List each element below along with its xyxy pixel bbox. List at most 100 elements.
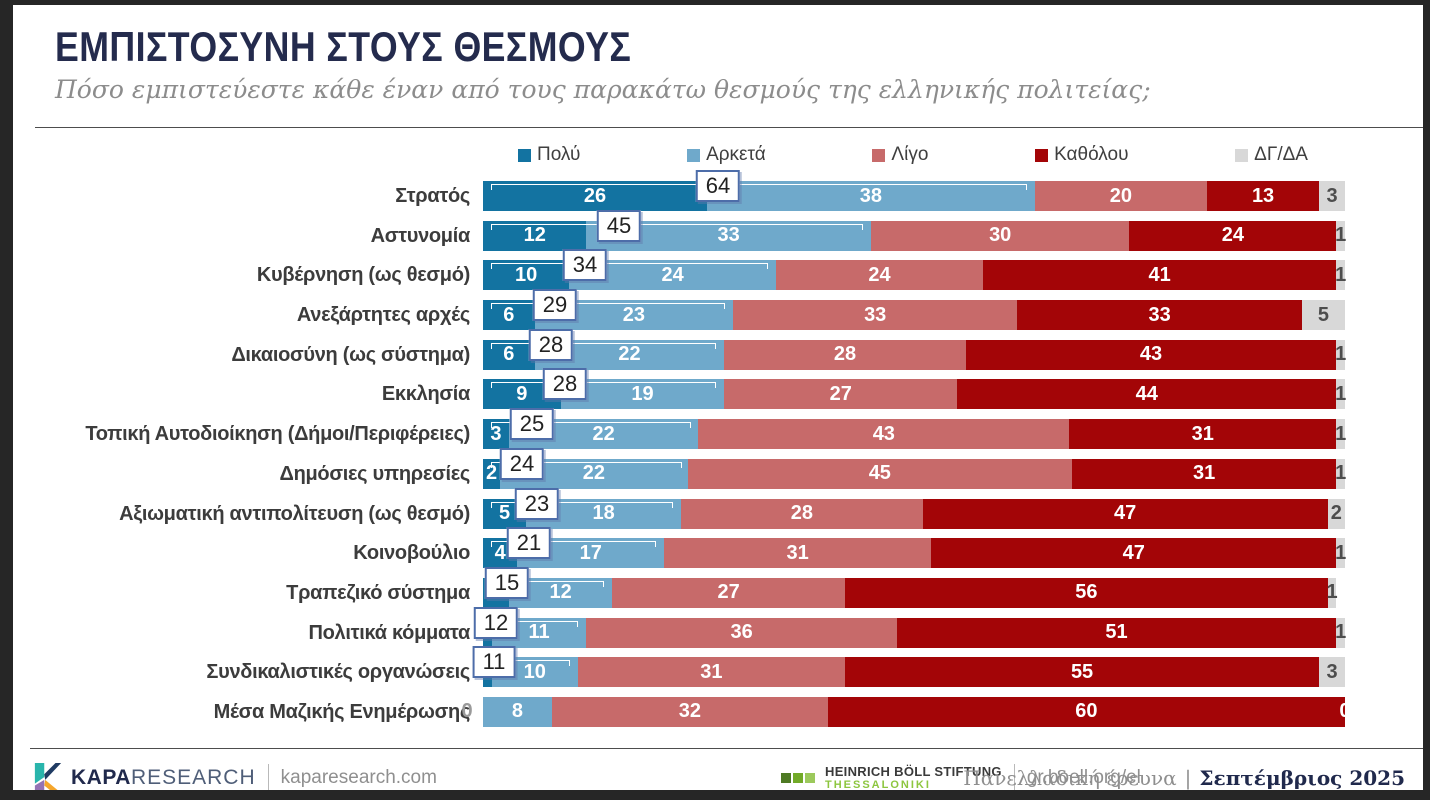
- sum-callout: 34: [562, 249, 608, 282]
- page-title: ΕΜΠΙΣΤΟΣΥΝΗ ΣΤΟΥΣ ΘΕΣΜΟΥΣ: [55, 23, 632, 70]
- legend-swatch-icon: [518, 148, 531, 162]
- segment-value: 17: [579, 541, 602, 564]
- survey-separator: |: [1184, 766, 1192, 790]
- segment-dk-na: 1: [1335, 339, 1346, 370]
- chart-row: Αστυνομία 12 33 30 24 1 45: [13, 209, 1347, 251]
- segment-not-at-all: 31: [1071, 458, 1337, 489]
- legend-label: Καθόλου: [1054, 144, 1129, 165]
- row-label: Αστυνομία: [370, 224, 471, 247]
- segment-value: 20: [1109, 184, 1132, 207]
- bar-group: 3122756115: [483, 566, 1345, 608]
- segment-dk-na: 5: [1301, 300, 1345, 331]
- segment-value: 24: [868, 263, 891, 286]
- segment-value: 2: [485, 462, 498, 485]
- segment-little: 24: [776, 260, 983, 291]
- segment-dk-na: 3: [1319, 181, 1345, 211]
- segment-not-at-all: 56: [845, 577, 1328, 608]
- segment-value: 43: [1139, 343, 1163, 366]
- row-label: Κυβέρνηση (ως θεσμό): [256, 264, 470, 287]
- chart-row: Ανεξάρτητες αρχές 6 23 33 33 5 29: [13, 289, 1345, 331]
- segment-value: 43: [872, 422, 895, 445]
- segment-dk-na: 1: [1335, 538, 1347, 569]
- segment-value: 26: [583, 184, 607, 207]
- segment-dk-na: 1: [1335, 617, 1346, 648]
- row-label: Αξιωματική αντιπολίτευση (ως θεσμό): [119, 502, 470, 525]
- segment-little: 43: [698, 419, 1070, 450]
- segment-value: 1: [1335, 224, 1347, 247]
- segment-value: 18: [592, 502, 615, 524]
- segment-not-at-all: 13: [1207, 181, 1320, 211]
- segment-very: 10: [483, 260, 570, 291]
- partner-city: THESSALONIKI: [825, 779, 931, 790]
- segment-little: 32: [551, 696, 828, 727]
- leader-line: [491, 501, 674, 508]
- sum-callout: 21: [506, 527, 552, 560]
- segment-not-at-all: 55: [845, 657, 1320, 688]
- sum-callout: 12: [473, 606, 519, 639]
- segment-value: 32: [678, 700, 701, 723]
- segment-dk-na: 1: [1335, 260, 1346, 291]
- segment-value: 3: [1326, 660, 1338, 683]
- segment-value: 1: [1335, 541, 1347, 564]
- sum-callout: 64: [695, 170, 741, 202]
- bar-group: 1113651112: [473, 606, 1346, 648]
- boell-logo-icon: [781, 773, 815, 783]
- chart-row: Αξιωματική αντιπολίτευση (ως θεσμό) 5 18 28…: [13, 487, 1345, 529]
- row-label: Στρατός: [395, 185, 470, 207]
- segment-value: 33: [864, 303, 887, 326]
- segment-value: 24: [1221, 224, 1245, 247]
- bar-group: 3 22 43 31 1 25: [483, 408, 1346, 450]
- segment-value: 4: [494, 541, 506, 564]
- segment-value: 31: [700, 660, 723, 683]
- segment-value: 22: [582, 462, 606, 485]
- sum-callout: 25: [509, 408, 555, 441]
- sum-callout: 15: [484, 566, 530, 599]
- row-label: Τοπική Αυτοδιοίκηση (Δήμοι/Περιφέρειες): [85, 423, 470, 446]
- segment-little: 36: [586, 617, 897, 648]
- segment-dk-na: 1: [1335, 220, 1347, 251]
- segment-not-at-all: 31: [1069, 419, 1337, 450]
- row-label: Ανεξάρτητες αρχές: [296, 304, 470, 327]
- kapa-logo-icon: [34, 763, 62, 790]
- bar-group: 2 22 45 31 1 24: [483, 447, 1346, 489]
- survey-type: Πανελλαδική έρευνα: [963, 766, 1177, 790]
- leader-line: [491, 342, 717, 349]
- legend-label: Πολύ: [537, 144, 581, 165]
- legend-label: Λίγο: [891, 144, 929, 165]
- segment-value: 0: [1339, 700, 1351, 723]
- segment-value: 6: [503, 303, 515, 326]
- sum-callout: 23: [514, 487, 560, 520]
- segment-very: 12: [483, 220, 587, 251]
- segment-value: 33: [717, 224, 740, 247]
- row-label: Δημόσιες υπηρεσίες: [279, 462, 471, 485]
- segment-not-at-all: 43: [965, 339, 1337, 370]
- legend-item-not-at-all: Καθόλου: [1035, 144, 1128, 166]
- leader-line: [491, 223, 863, 230]
- segment-little: 28: [724, 339, 966, 370]
- brand-website: kaparesearch.com: [280, 767, 437, 788]
- chart-row: Πολιτικά κόμματα1113651112: [13, 606, 1346, 648]
- sum-callout: 11: [472, 646, 516, 679]
- segment-little: 33: [732, 300, 1018, 331]
- segment-very: 3: [483, 419, 509, 450]
- segment-value: 9: [516, 382, 528, 405]
- sum-callout: 28: [528, 328, 574, 361]
- bar-group: 26 38 20 13 3 64: [483, 170, 1345, 211]
- segment-value: 60: [1075, 700, 1098, 723]
- stacked-bar-chart: Στρατός 26 38 20 13 3 64 Αστυνομία 12 33 30 24 1 45 Κυ…: [13, 170, 1351, 737]
- segment-value: 47: [1122, 541, 1145, 564]
- segment-little: 27: [612, 577, 846, 608]
- leader-line: [491, 541, 657, 548]
- segment-value: 5: [498, 502, 511, 524]
- sum-callout: 29: [532, 289, 578, 322]
- segment-value: 8: [511, 700, 524, 723]
- chart-row: Εκκλησία 9 19 27 44 1 28: [13, 368, 1346, 410]
- bar-group: 12 33 30 24 1 45: [483, 209, 1347, 251]
- segment-dk-na: 1: [1327, 577, 1338, 608]
- bar-group: 5 18 28 47 2 23: [483, 487, 1345, 529]
- segment-value: 23: [622, 303, 645, 326]
- partner-name: HEINRICH BÖLL STIFTUNG: [825, 763, 1002, 779]
- segment-value: 5: [1317, 303, 1329, 326]
- partner-block: HEINRICH BÖLL STIFTUNG THESSALONIKI gr.b…: [781, 757, 1141, 790]
- segment-not-at-all: 47: [931, 538, 1337, 569]
